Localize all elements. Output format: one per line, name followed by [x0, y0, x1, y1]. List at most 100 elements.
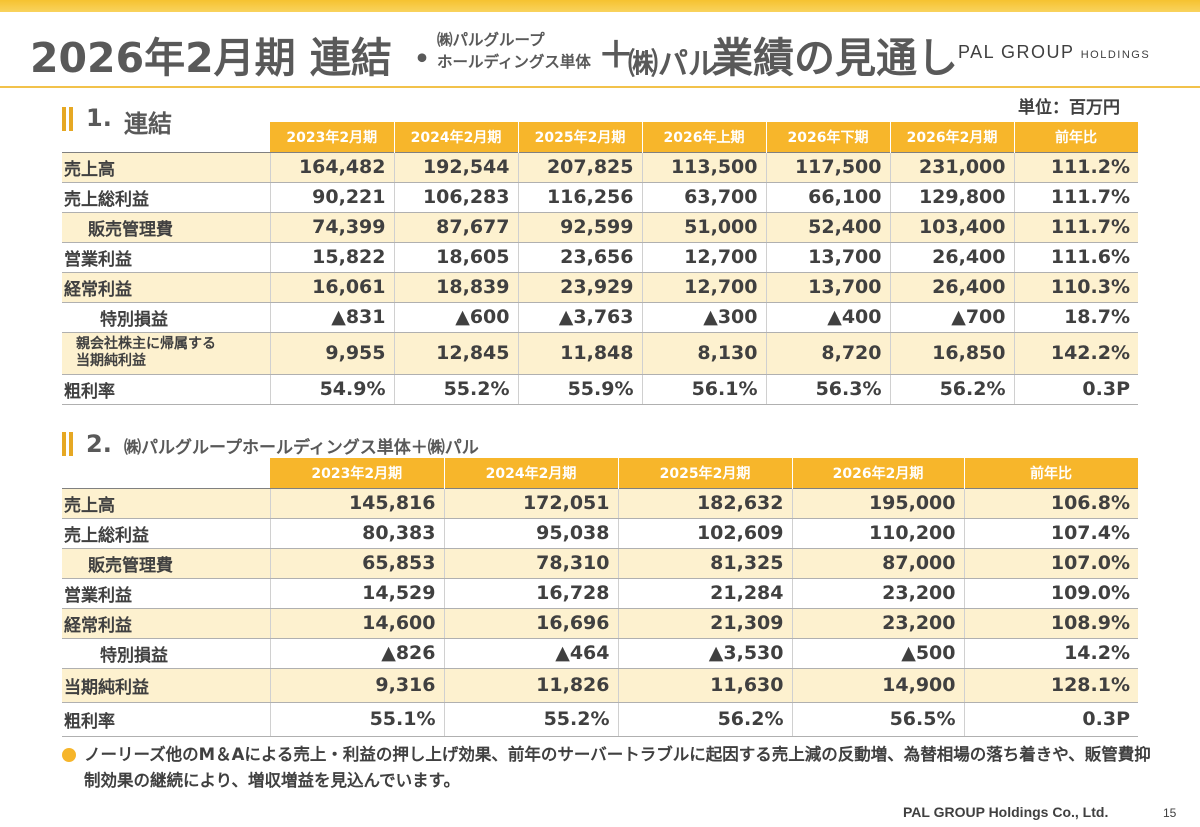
table-cell: 116,256: [517, 182, 642, 213]
table-cell: 87,677: [393, 212, 518, 243]
table-cell: 56.1%: [641, 374, 766, 405]
title-pal: ㈱パル: [628, 47, 718, 82]
table-cell: ▲826: [269, 638, 444, 669]
table-cell: 108.9%: [963, 608, 1138, 639]
table-cell: 23,200: [791, 608, 964, 639]
table-cell: 56.2%: [889, 374, 1014, 405]
table-cell: 81,325: [617, 548, 792, 579]
section1-number: 1.: [86, 104, 112, 132]
table-cell: 55.2%: [393, 374, 518, 405]
table-cell: 74,399: [269, 212, 394, 243]
table-header-row: 2023年2月期 2024年2月期 2025年2月期 2026年2月期 前年比: [62, 458, 1139, 488]
table-cell: 78,310: [443, 548, 618, 579]
table-row: 販売管理費 65,853 78,310 81,325 87,000 107.0%: [62, 548, 1138, 579]
table-cell: 207,825: [517, 151, 642, 183]
table-cell: ▲3,763: [517, 302, 642, 333]
table-cell: 14,900: [791, 668, 964, 703]
table-row: 販売管理費 74,399 87,677 92,599 51,000 52,400…: [62, 212, 1138, 243]
table-cell: 9,955: [269, 332, 394, 375]
table-row: 粗利率 55.1% 55.2% 56.2% 56.5% 0.3P: [62, 702, 1138, 737]
table-cell: 80,383: [269, 518, 444, 549]
col-header: 前年比: [964, 458, 1139, 488]
slide-title: 2026年2月期 連結 ・ ㈱パルグループ ホールディングス単体 ＋ ㈱パル 業…: [0, 12, 1200, 86]
row-label-line2: 当期純利益: [76, 353, 146, 369]
table-cell: 182,632: [617, 487, 792, 519]
col-header: 2026年上期: [642, 122, 767, 152]
table-cell: 21,284: [617, 578, 792, 609]
title-dot: ・: [404, 39, 441, 80]
table-cell: 109.0%: [963, 578, 1138, 609]
table-cell: 15,822: [269, 242, 394, 273]
col-header: 2025年2月期: [618, 458, 793, 488]
table-cell: 110,200: [791, 518, 964, 549]
row-label: 営業利益: [62, 578, 270, 609]
table-cell: 21,309: [617, 608, 792, 639]
logo-sub-text: HOLDINGS: [1080, 49, 1151, 61]
title-main: 2026年2月期 連結: [30, 34, 392, 82]
parent-company-table: 2023年2月期 2024年2月期 2025年2月期 2026年2月期 前年比 …: [62, 458, 1139, 737]
table-cell: 92,599: [517, 212, 642, 243]
table-cell: ▲464: [443, 638, 618, 669]
table-row: 特別損益 ▲826 ▲464 ▲3,530 ▲500 14.2%: [62, 638, 1138, 669]
table-row: 売上総利益 90,221 106,283 116,256 63,700 66,1…: [62, 182, 1138, 213]
table-cell: 11,826: [443, 668, 618, 703]
title-divider: [0, 86, 1200, 88]
table-cell: 107.4%: [963, 518, 1138, 549]
table-cell: 8,720: [765, 332, 890, 375]
note-body: ノーリーズ他のM＆Aによる売上・利益の押し上げ効果、前年のサーバートラブルに起因…: [84, 745, 1151, 790]
table-cell: 164,482: [269, 151, 394, 183]
table-row: 親会社株主に帰属する 当期純利益 9,955 12,845 11,848 8,13…: [62, 332, 1138, 375]
table-cell: 110.3%: [1013, 272, 1138, 303]
row-label: 粗利率: [62, 374, 270, 405]
row-label: 販売管理費: [62, 212, 270, 243]
table-cell: 16,850: [889, 332, 1014, 375]
table-cell: 14,600: [269, 608, 444, 639]
table-cell: 111.7%: [1013, 212, 1138, 243]
table-cell: 63,700: [641, 182, 766, 213]
table-cell: 23,200: [791, 578, 964, 609]
table-cell: 103,400: [889, 212, 1014, 243]
table-cell: 12,845: [393, 332, 518, 375]
row-label: 売上総利益: [62, 182, 270, 213]
table-cell: 111.7%: [1013, 182, 1138, 213]
table-cell: 65,853: [269, 548, 444, 579]
note-text: ノーリーズ他のM＆Aによる売上・利益の押し上げ効果、前年のサーバートラブルに起因…: [62, 742, 1152, 794]
table-cell: 11,630: [617, 668, 792, 703]
table-cell: ▲400: [765, 302, 890, 333]
table-cell: 111.2%: [1013, 151, 1138, 183]
table-row: 経常利益 16,061 18,839 23,929 12,700 13,700 …: [62, 272, 1138, 303]
table-cell: 107.0%: [963, 548, 1138, 579]
table-cell: ▲500: [791, 638, 964, 669]
table-cell: 145,816: [269, 487, 444, 519]
table-row: 営業利益 14,529 16,728 21,284 23,200 109.0%: [62, 578, 1138, 609]
table-header-row: 2023年2月期 2024年2月期 2025年2月期 2026年上期 2026年…: [62, 122, 1139, 152]
row-label: 販売管理費: [62, 548, 270, 579]
table-cell: 106,283: [393, 182, 518, 213]
table-cell: 9,316: [269, 668, 444, 703]
row-label-line1: 親会社株主に帰属する: [76, 336, 216, 352]
title-tail: 業績の見通し: [712, 34, 958, 82]
table-cell: ▲300: [641, 302, 766, 333]
table-corner: [62, 122, 270, 152]
table-cell: 54.9%: [269, 374, 394, 405]
row-label: 営業利益: [62, 242, 270, 273]
table-cell: 11,848: [517, 332, 642, 375]
table-cell: 13,700: [765, 242, 890, 273]
title-plus: ＋: [598, 35, 635, 76]
table-cell: 12,700: [641, 272, 766, 303]
table-cell: 0.3P: [1013, 374, 1138, 405]
table-cell: 106.8%: [963, 487, 1138, 519]
table-cell: 142.2%: [1013, 332, 1138, 375]
section2-number: 2.: [86, 430, 112, 458]
table-cell: 56.2%: [617, 702, 792, 737]
table-cell: 56.3%: [765, 374, 890, 405]
col-header: 2025年2月期: [518, 122, 643, 152]
table-cell: 16,061: [269, 272, 394, 303]
table-cell: 13,700: [765, 272, 890, 303]
table-row: 粗利率 54.9% 55.2% 55.9% 56.1% 56.3% 56.2% …: [62, 374, 1138, 405]
table-cell: 129,800: [889, 182, 1014, 213]
section2-title: ㈱パルグループホールディングス単体＋㈱パル: [124, 438, 479, 458]
consolidated-table: 2023年2月期 2024年2月期 2025年2月期 2026年上期 2026年…: [62, 122, 1139, 405]
table-cell: 102,609: [617, 518, 792, 549]
table-corner: [62, 458, 270, 488]
